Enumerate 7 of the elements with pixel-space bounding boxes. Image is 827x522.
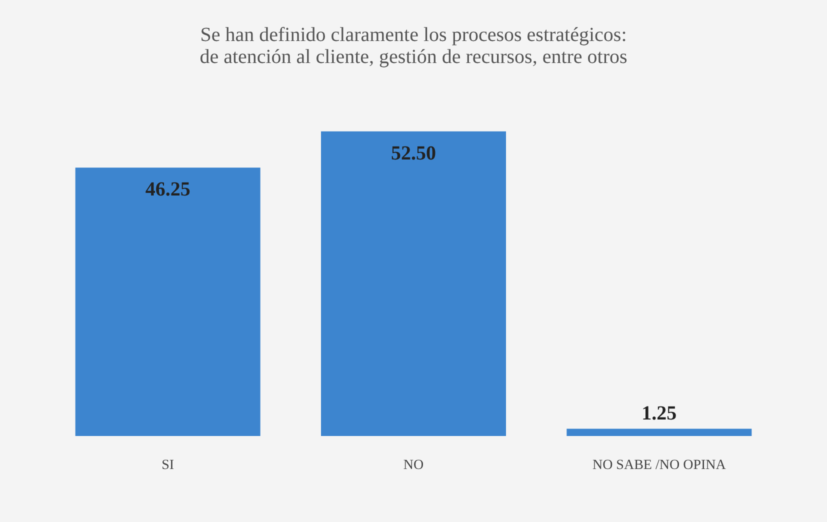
- x-tick-label: NO: [403, 458, 424, 473]
- data-label: 52.50: [391, 142, 436, 164]
- chart-title: Se han definido claramente los procesos estratégicos: de atención al cliente, gestión de recursos, entre otros: [200, 24, 628, 68]
- data-label: 46.25: [145, 178, 190, 201]
- data-label: 1.25: [642, 402, 677, 425]
- x-tick-label: SI: [162, 458, 174, 473]
- x-tick-label: NO SABE /NO OPINA: [592, 458, 727, 473]
